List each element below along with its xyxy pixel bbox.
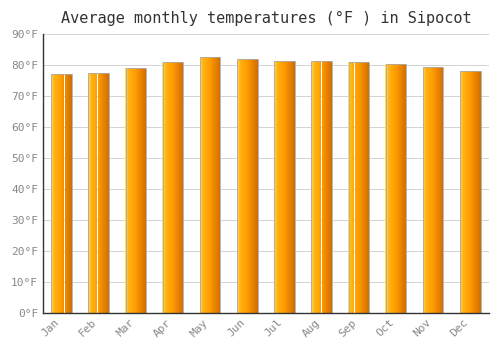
Bar: [88, 73, 109, 313]
Bar: [126, 68, 146, 313]
Bar: [237, 59, 258, 313]
Bar: [163, 62, 184, 313]
Bar: [274, 61, 294, 313]
Title: Average monthly temperatures (°F ) in Sipocot: Average monthly temperatures (°F ) in Si…: [60, 11, 471, 26]
Bar: [386, 64, 406, 313]
Bar: [200, 57, 220, 313]
Bar: [460, 71, 480, 313]
Bar: [52, 75, 72, 313]
Bar: [312, 61, 332, 313]
Bar: [348, 62, 369, 313]
Bar: [423, 67, 444, 313]
